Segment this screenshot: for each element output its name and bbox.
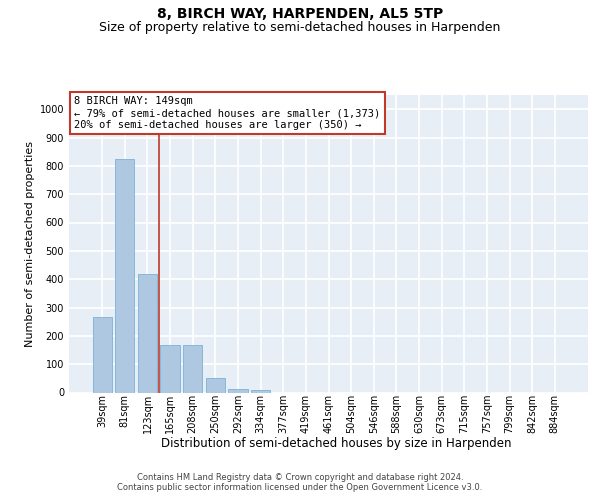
Text: 8, BIRCH WAY, HARPENDEN, AL5 5TP: 8, BIRCH WAY, HARPENDEN, AL5 5TP	[157, 8, 443, 22]
Bar	[138, 274, 157, 392]
Text: Contains public sector information licensed under the Open Government Licence v3: Contains public sector information licen…	[118, 482, 482, 492]
Y-axis label: Number of semi-detached properties: Number of semi-detached properties	[25, 141, 35, 347]
Bar	[251, 390, 270, 392]
Bar	[160, 345, 180, 393]
Text: Distribution of semi-detached houses by size in Harpenden: Distribution of semi-detached houses by …	[161, 438, 511, 450]
Bar	[229, 389, 248, 392]
Text: Size of property relative to semi-detached houses in Harpenden: Size of property relative to semi-detach…	[100, 21, 500, 34]
Bar	[92, 318, 112, 392]
Bar	[183, 345, 202, 393]
Bar	[206, 378, 225, 392]
Text: 8 BIRCH WAY: 149sqm
← 79% of semi-detached houses are smaller (1,373)
20% of sem: 8 BIRCH WAY: 149sqm ← 79% of semi-detach…	[74, 96, 380, 130]
Text: Contains HM Land Registry data © Crown copyright and database right 2024.: Contains HM Land Registry data © Crown c…	[137, 472, 463, 482]
Bar	[115, 159, 134, 392]
